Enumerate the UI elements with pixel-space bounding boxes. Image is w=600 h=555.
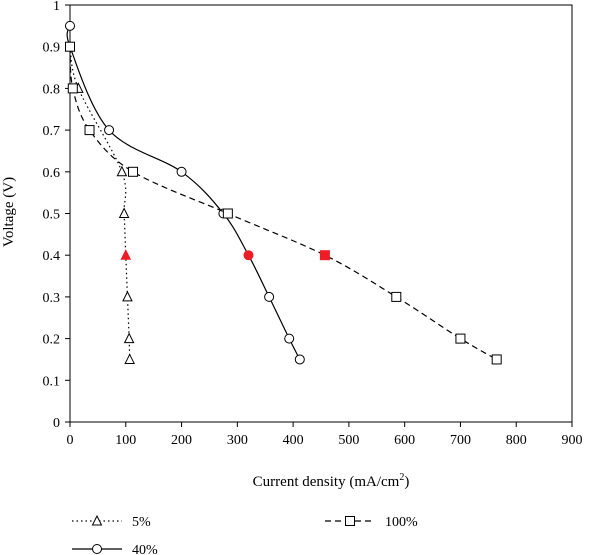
data-point [128,166,139,177]
x-tick-label: 0 [67,433,74,448]
y-tick-label: 0.9 [43,41,61,56]
series-line [69,46,497,360]
x-tick-label: 600 [394,433,415,448]
highlighted-point [243,250,254,261]
legend-label: 100% [385,515,418,530]
data-point [67,83,78,94]
data-point [391,291,402,302]
legend-marker [91,514,103,526]
y-tick-label: 1 [53,0,60,14]
y-tick-label: 0.2 [43,333,61,348]
data-point [122,290,133,302]
y-tick-label: 0.6 [43,166,61,181]
data-point [65,20,75,31]
y-tick-label: 0.8 [43,82,61,97]
x-tick-label: 800 [506,433,527,448]
data-point [284,333,295,344]
legend-item: 5% [72,514,151,530]
series-line [66,25,301,360]
y-tick-label: 0.4 [43,249,61,264]
data-point [455,333,466,344]
x-tick-label: 100 [115,433,136,448]
data-point [84,125,95,136]
legend-label: 5% [132,515,151,530]
data-point [124,353,135,364]
data-point [264,291,275,302]
y-tick-label: 0.1 [43,374,61,389]
data-point [222,208,233,219]
series-square [65,41,502,365]
data-point [118,207,130,218]
x-axis-title-close: ) [404,474,409,490]
x-tick-label: 700 [450,433,471,448]
y-tick-label: 0.5 [43,208,61,223]
x-tick-label: 400 [283,433,304,448]
data-point [65,41,75,52]
y-tick-label: 0.7 [43,124,61,139]
legend: 5% 40% 100% [72,514,418,555]
legend-label: 40% [132,543,158,555]
series-line [69,46,131,360]
x-axis-title: Current density (mA/cm2) [253,472,410,490]
axes: 0 100 200 300 400 500 600 700 800 900 0 0.1 0.2 0.3 0.… [43,0,583,448]
y-tick-label: 0.3 [43,291,61,306]
legend-item: 100% [325,515,418,530]
data-point [104,125,115,136]
y-axis-title: Voltage (V) [1,177,17,247]
legend-marker [345,516,355,526]
x-tick-label: 300 [227,433,248,448]
y-tick-label: 0 [53,416,60,431]
series-circle [65,20,305,365]
data-point [123,332,135,344]
data-point [176,166,187,177]
series-layer [64,20,502,365]
legend-item: 40% [72,543,158,555]
highlighted-point [319,250,330,261]
x-axis-title-main: Current density (mA/cm [253,474,400,490]
x-axis-title-superscript: 2 [399,472,404,483]
data-point [491,354,502,365]
x-tick-label: 900 [562,433,583,448]
x-tick-label: 200 [171,433,192,448]
data-point [294,354,305,365]
legend-marker [92,544,102,554]
highlighted-point [120,249,132,260]
data-point [116,165,128,177]
x-tick-label: 500 [338,433,359,448]
